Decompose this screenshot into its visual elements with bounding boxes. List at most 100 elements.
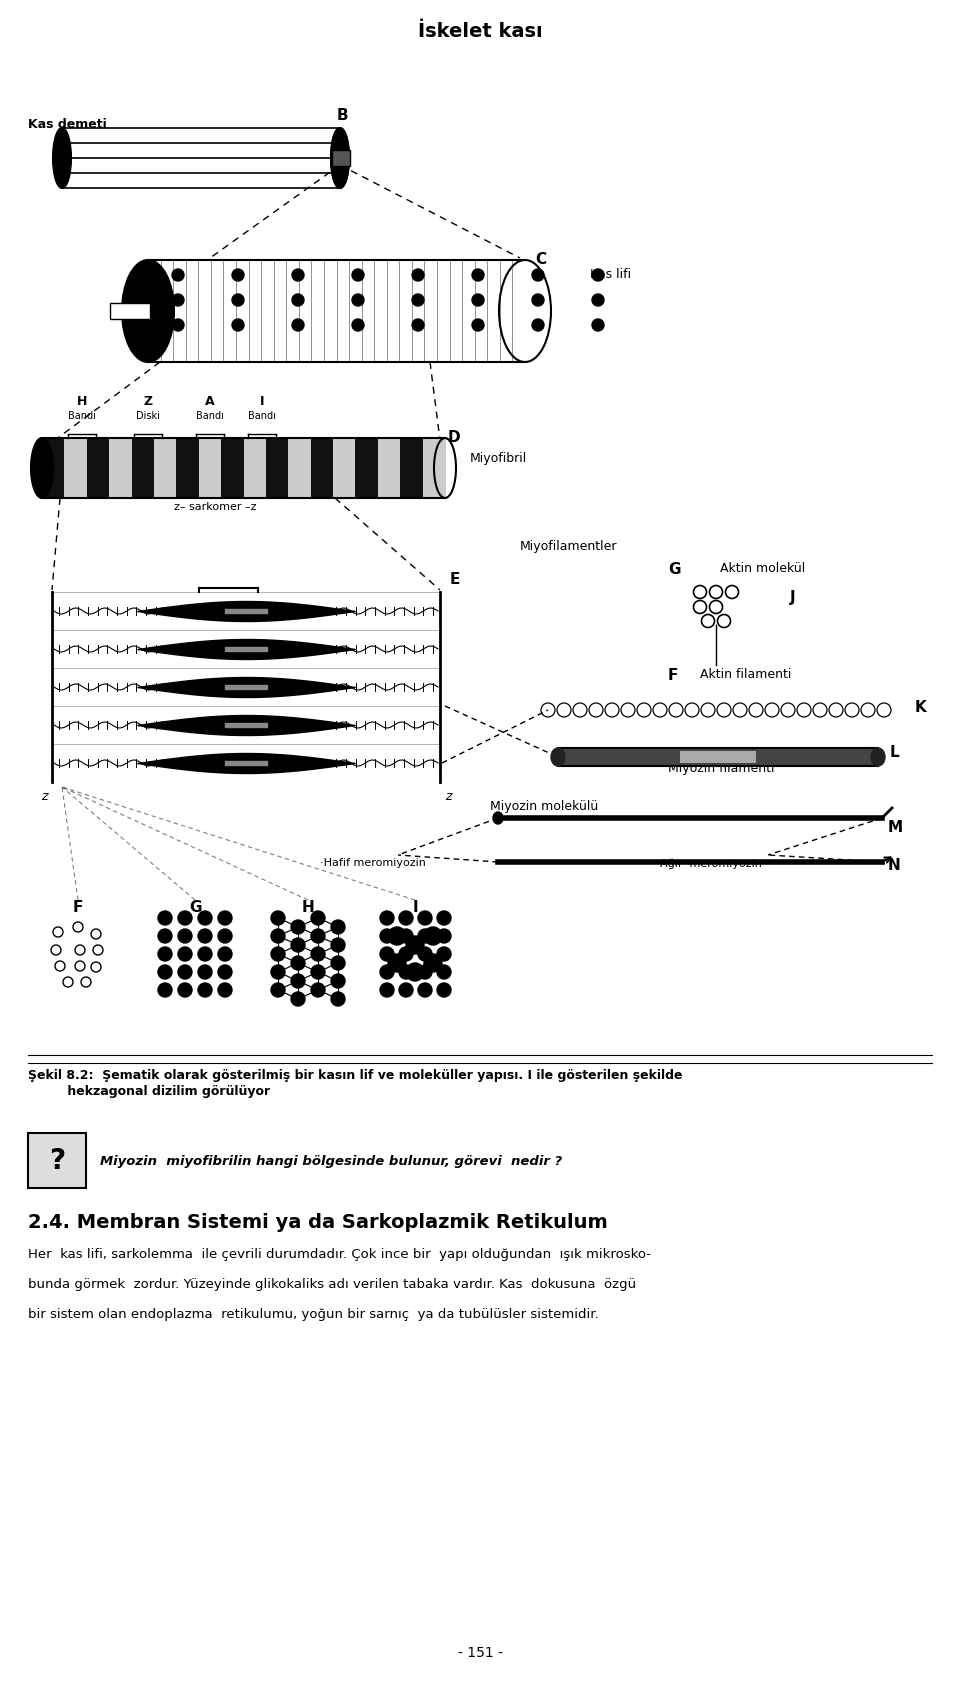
Ellipse shape — [388, 927, 406, 945]
Bar — [28, 1134, 86, 1187]
Ellipse shape — [311, 982, 325, 997]
Ellipse shape — [331, 974, 345, 987]
Text: İskelet kası: İskelet kası — [418, 22, 542, 40]
Bar — [154, 437, 178, 498]
Text: K: K — [915, 700, 926, 715]
Bar — [244, 437, 267, 498]
Text: C: C — [535, 252, 546, 267]
Ellipse shape — [437, 965, 451, 979]
Ellipse shape — [592, 269, 604, 281]
Ellipse shape — [532, 269, 544, 281]
Ellipse shape — [352, 320, 364, 331]
Text: Şekil 8.2:  Şematik olarak gösterilmiş bir kasın lif ve moleküller yapısı. I ile: Şekil 8.2: Şematik olarak gösterilmiş bi… — [28, 1070, 683, 1082]
Text: M: M — [888, 821, 903, 834]
Bar — [288, 437, 312, 498]
Ellipse shape — [198, 965, 212, 979]
Ellipse shape — [437, 912, 451, 925]
Ellipse shape — [406, 935, 424, 954]
Ellipse shape — [472, 269, 484, 281]
Text: Her  kas lifi, sarkolemma  ile çevrili durumdadır. Çok ince bir  yapı olduğundan: Her kas lifi, sarkolemma ile çevrili dur… — [28, 1248, 651, 1262]
Ellipse shape — [424, 954, 442, 972]
Ellipse shape — [172, 320, 184, 331]
Text: ?: ? — [49, 1147, 65, 1176]
Text: Bandı: Bandı — [68, 410, 96, 420]
Ellipse shape — [412, 294, 424, 306]
Ellipse shape — [592, 320, 604, 331]
Ellipse shape — [412, 320, 424, 331]
Text: G: G — [189, 900, 202, 915]
Bar — [177, 437, 200, 498]
Text: Miyofibril: Miyofibril — [470, 452, 527, 464]
Ellipse shape — [291, 939, 305, 952]
Bar — [378, 437, 401, 498]
Bar — [558, 748, 878, 765]
Ellipse shape — [122, 261, 174, 362]
Bar — [333, 437, 356, 498]
Ellipse shape — [158, 982, 172, 997]
Ellipse shape — [178, 982, 192, 997]
Ellipse shape — [380, 965, 394, 979]
Text: bir sistem olan endoplazma  retikulumu, yoğun bir sarnıç  ya da tubülüsler siste: bir sistem olan endoplazma retikulumu, y… — [28, 1309, 599, 1320]
Ellipse shape — [218, 965, 232, 979]
Bar — [311, 437, 334, 498]
Ellipse shape — [232, 269, 244, 281]
Ellipse shape — [493, 812, 503, 824]
Ellipse shape — [292, 269, 304, 281]
Text: B: B — [336, 108, 348, 123]
Ellipse shape — [218, 912, 232, 925]
Ellipse shape — [232, 294, 244, 306]
Bar — [86, 437, 110, 498]
Text: I: I — [412, 900, 418, 915]
Ellipse shape — [331, 920, 345, 934]
Text: z– sarkomer –z: z– sarkomer –z — [174, 501, 256, 511]
Text: G: G — [668, 562, 681, 577]
Ellipse shape — [198, 947, 212, 960]
Ellipse shape — [232, 320, 244, 331]
Ellipse shape — [218, 982, 232, 997]
Ellipse shape — [380, 947, 394, 960]
Text: N: N — [888, 858, 900, 873]
Bar — [355, 437, 379, 498]
Ellipse shape — [399, 982, 413, 997]
Text: bunda görmek  zordur. Yüzeyinde glikokaliks adı verilen tabaka vardır. Kas  doku: bunda görmek zordur. Yüzeyinde glikokali… — [28, 1278, 636, 1292]
Ellipse shape — [331, 128, 349, 188]
Bar — [221, 437, 245, 498]
Ellipse shape — [380, 928, 394, 944]
Ellipse shape — [418, 928, 432, 944]
Text: D: D — [448, 431, 461, 446]
Text: L: L — [890, 745, 900, 760]
Ellipse shape — [352, 269, 364, 281]
Ellipse shape — [437, 947, 451, 960]
Text: H: H — [77, 395, 87, 409]
Ellipse shape — [271, 928, 285, 944]
Text: J: J — [790, 590, 796, 606]
Ellipse shape — [178, 928, 192, 944]
Ellipse shape — [871, 748, 885, 765]
Ellipse shape — [31, 437, 53, 498]
Ellipse shape — [172, 294, 184, 306]
Ellipse shape — [399, 965, 413, 979]
Text: Kas demeti: Kas demeti — [28, 118, 107, 131]
Text: F: F — [668, 668, 679, 683]
Text: Bandı: Bandı — [248, 410, 276, 420]
Ellipse shape — [198, 982, 212, 997]
Text: ·Hafif meromiyozin: ·Hafif meromiyozin — [320, 858, 426, 868]
Text: Aktin filamenti: Aktin filamenti — [700, 668, 791, 681]
Text: Kas lifi: Kas lifi — [590, 267, 631, 281]
Text: z: z — [40, 791, 47, 802]
Ellipse shape — [178, 947, 192, 960]
Ellipse shape — [291, 974, 305, 987]
Ellipse shape — [198, 928, 212, 944]
Ellipse shape — [424, 927, 442, 945]
Ellipse shape — [291, 992, 305, 1006]
Text: Z: Z — [143, 395, 153, 409]
Ellipse shape — [311, 928, 325, 944]
Ellipse shape — [198, 912, 212, 925]
Ellipse shape — [311, 947, 325, 960]
Ellipse shape — [311, 965, 325, 979]
Ellipse shape — [218, 947, 232, 960]
Bar — [110, 303, 150, 320]
Ellipse shape — [412, 269, 424, 281]
Text: 2.4. Membran Sistemi ya da Sarkoplazmik Retikulum: 2.4. Membran Sistemi ya da Sarkoplazmik … — [28, 1213, 608, 1231]
Ellipse shape — [291, 920, 305, 934]
